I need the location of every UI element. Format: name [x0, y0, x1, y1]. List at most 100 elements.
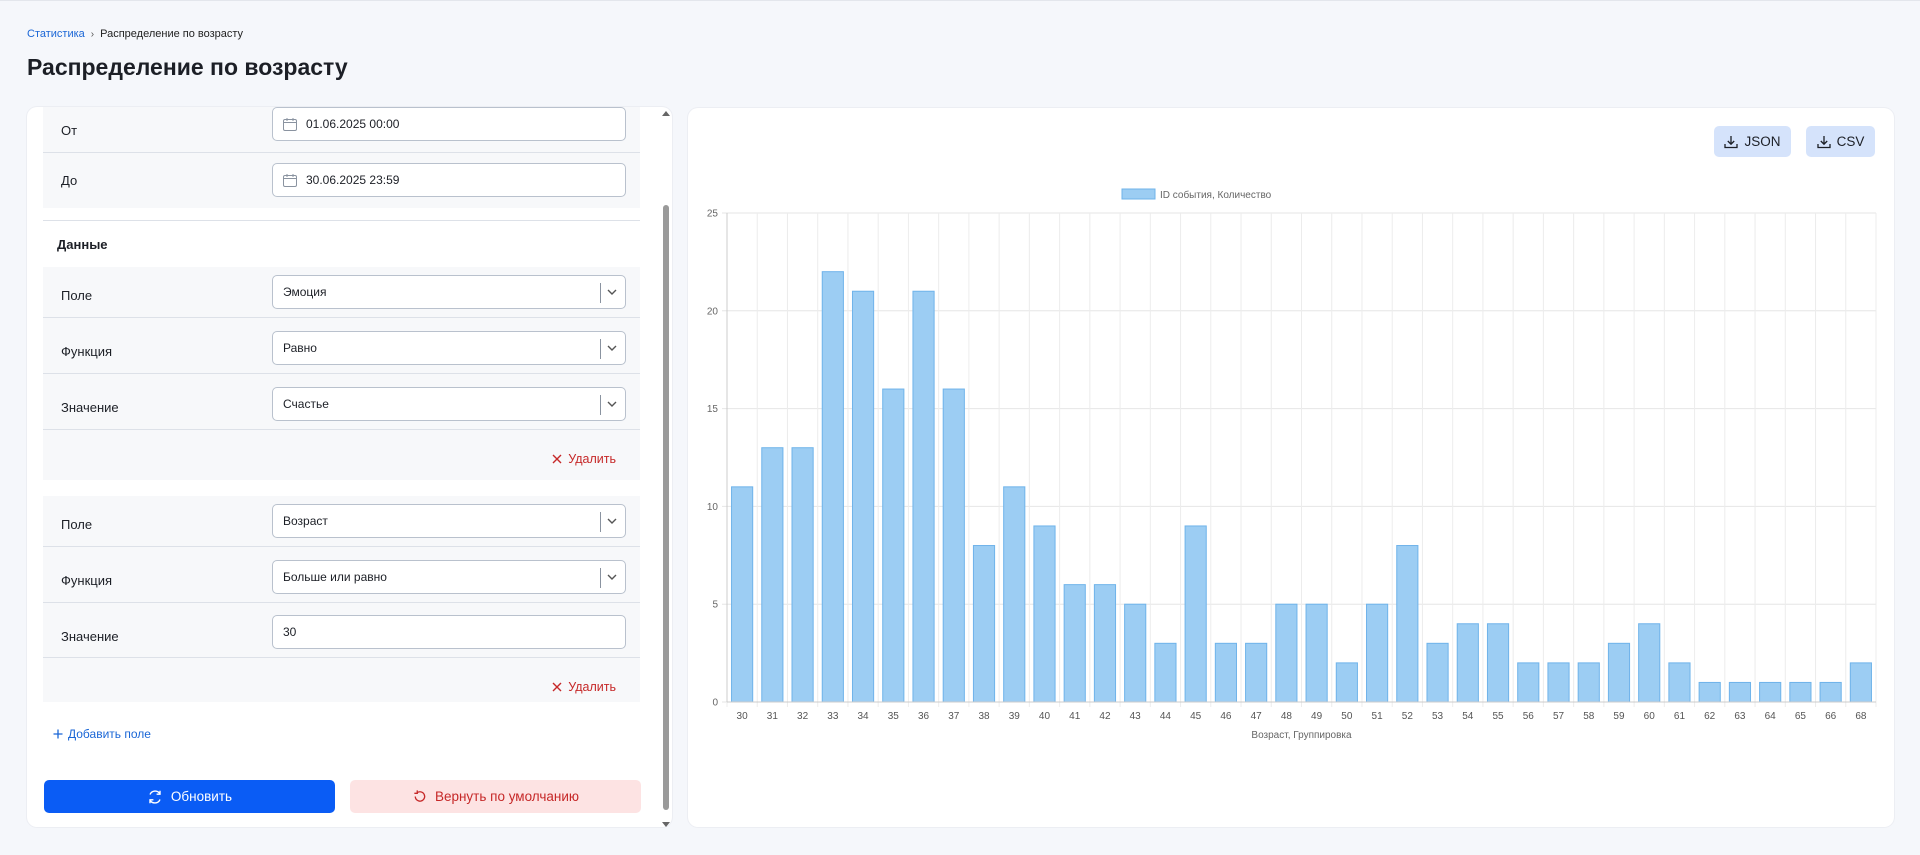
refresh-button[interactable]: Обновить: [44, 780, 335, 813]
legend-label: ID события, Количество: [1160, 189, 1272, 201]
x-tick-label: 32: [797, 711, 809, 722]
function-label: Функция: [61, 573, 112, 588]
bar: [1426, 642, 1449, 703]
value-input[interactable]: 30: [272, 615, 626, 649]
y-tick-label: 10: [707, 502, 719, 513]
delete-condition-button[interactable]: Удалить: [552, 452, 616, 466]
bar: [912, 290, 935, 703]
x-tick-label: 52: [1402, 711, 1414, 722]
scrollbar-thumb[interactable]: [663, 205, 669, 810]
y-tick-label: 5: [712, 600, 718, 611]
function-select[interactable]: Больше или равно: [272, 560, 626, 594]
x-tick-label: 55: [1492, 711, 1504, 722]
page-title: Распределение по возрасту: [27, 54, 348, 80]
bar: [1547, 662, 1570, 703]
scrollbar[interactable]: [660, 107, 672, 827]
x-tick-label: 38: [978, 711, 990, 722]
download-icon: [1816, 135, 1831, 148]
x-tick-label: 44: [1160, 711, 1172, 722]
bar: [1184, 525, 1207, 703]
to-label: До: [61, 173, 78, 188]
calendar-icon: [283, 117, 297, 131]
csv-label: CSV: [1836, 134, 1865, 149]
x-tick-label: 43: [1130, 711, 1142, 722]
scroll-down-arrow-icon[interactable]: [662, 822, 670, 827]
x-tick-label: 60: [1644, 711, 1656, 722]
select-divider: [600, 395, 601, 415]
bar: [1366, 603, 1389, 703]
calendar-icon: [283, 173, 297, 187]
bar: [1668, 662, 1691, 703]
bar: [1275, 603, 1298, 703]
add-field-label: Добавить поле: [68, 727, 151, 741]
bar: [1154, 642, 1177, 703]
bar: [1517, 662, 1540, 703]
bar: [1003, 486, 1026, 703]
bar: [972, 545, 996, 703]
add-field-button[interactable]: Добавить поле: [53, 727, 151, 741]
refresh-label: Обновить: [170, 789, 233, 804]
breadcrumb: Статистика › Распределение по возрасту: [27, 28, 243, 40]
chevron-down-icon: [607, 574, 617, 580]
bar: [1214, 642, 1237, 703]
close-icon: [552, 682, 562, 692]
value-input-value: 30: [283, 625, 297, 639]
undo-icon: [414, 790, 426, 802]
x-tick-label: 53: [1432, 711, 1444, 722]
bar: [1063, 584, 1086, 703]
x-tick-label: 61: [1674, 711, 1686, 722]
bar: [1759, 681, 1782, 703]
x-tick-label: 47: [1251, 711, 1263, 722]
condition-card: Поле Возраст Функция Больше или равно Зн…: [43, 496, 640, 702]
x-tick-label: 56: [1523, 711, 1535, 722]
x-tick-label: 34: [858, 711, 870, 722]
delete-label: Удалить: [568, 452, 616, 466]
breadcrumb-link-statistics[interactable]: Статистика: [27, 28, 85, 40]
field-label: Поле: [61, 288, 93, 303]
chevron-down-icon: [607, 289, 617, 295]
bar: [821, 271, 844, 703]
bar: [1849, 662, 1872, 703]
bar: [1698, 681, 1721, 703]
value-select[interactable]: Счастье: [272, 387, 626, 421]
x-tick-label: 36: [918, 711, 930, 722]
json-label: JSON: [1744, 134, 1781, 149]
x-tick-label: 50: [1341, 711, 1353, 722]
x-tick-label: 57: [1553, 711, 1565, 722]
breadcrumb-current: Распределение по возрасту: [100, 28, 244, 40]
age-distribution-chart: 0 5 10 15 20 25 30 31 32 33 34 35 36 37 38 39 40 41 42 43 44…: [707, 188, 1877, 741]
download-csv-button[interactable]: CSV: [1806, 126, 1875, 157]
plus-icon: [53, 729, 63, 739]
bar: [1607, 642, 1631, 703]
x-tick-label: 40: [1039, 711, 1051, 722]
divider: [43, 373, 640, 374]
field-select[interactable]: Возраст: [272, 504, 626, 538]
bar: [1124, 603, 1147, 703]
delete-condition-button[interactable]: Удалить: [552, 680, 616, 694]
chart-panel: JSON CSV 0 5 10 15 20 25 30 31 32 33 34 35 36 37 38 39 4…: [688, 108, 1894, 827]
to-date-value: 30.06.2025 23:59: [306, 173, 400, 187]
reset-defaults-button[interactable]: Вернуть по умолчанию: [350, 780, 641, 813]
bar: [882, 388, 905, 703]
to-date-input[interactable]: 30.06.2025 23:59: [272, 163, 626, 197]
data-section-title: Данные: [57, 237, 108, 252]
top-divider: [0, 0, 1920, 1]
x-tick-label: 66: [1825, 711, 1837, 722]
x-tick-label: 54: [1462, 711, 1474, 722]
from-date-value: 01.06.2025 00:00: [306, 117, 400, 131]
download-icon: [1724, 135, 1739, 148]
divider: [43, 602, 640, 603]
from-date-input[interactable]: 01.06.2025 00:00: [272, 107, 626, 141]
y-tick-label: 0: [712, 698, 718, 709]
bar: [1245, 642, 1268, 703]
x-tick-label: 51: [1372, 711, 1384, 722]
value-label: Значение: [61, 629, 119, 644]
x-tick-label: 58: [1583, 711, 1595, 722]
download-json-button[interactable]: JSON: [1714, 126, 1791, 157]
y-tick-label: 15: [707, 404, 719, 415]
chevron-right-icon: ›: [90, 28, 95, 40]
scroll-up-arrow-icon[interactable]: [662, 111, 670, 116]
field-select[interactable]: Эмоция: [272, 275, 626, 309]
bar: [851, 290, 875, 703]
function-select[interactable]: Равно: [272, 331, 626, 365]
